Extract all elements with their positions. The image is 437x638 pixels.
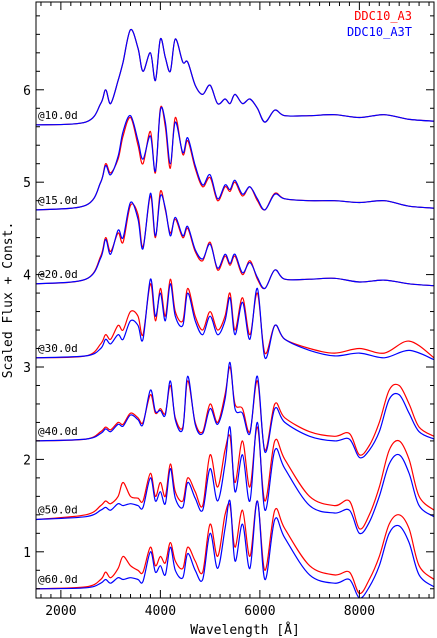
x-axis-title: Wavelength [Å] xyxy=(190,622,300,638)
legend: DDC10_A3 DDC10_A3T xyxy=(347,9,412,39)
spectrum-red-@10.0d xyxy=(36,28,434,126)
epoch-label: @20.0d xyxy=(38,268,78,281)
spectrum-red-@30.0d xyxy=(36,278,434,359)
y-tick-label: 1 xyxy=(23,546,31,561)
spectrum-blue-@60.0d xyxy=(36,499,434,598)
epoch-label: @60.0d xyxy=(38,573,78,586)
y-tick-label: 6 xyxy=(23,84,31,99)
legend-entry: DDC10_A3 xyxy=(354,9,412,23)
y-tick-label: 4 xyxy=(23,269,31,284)
epoch-label: @40.0d xyxy=(38,425,78,438)
plot-frame xyxy=(35,1,435,599)
spectra-curves xyxy=(36,28,434,598)
y-tick-label: 2 xyxy=(23,453,31,468)
x-tick-label: 4000 xyxy=(145,604,176,619)
y-tick-label: 3 xyxy=(23,361,31,376)
spectrum-blue-@50.0d xyxy=(36,421,434,535)
spectrum-blue-@15.0d xyxy=(36,106,434,211)
epoch-label: @30.0d xyxy=(38,342,78,355)
epoch-labels: @10.0d @15.0d @20.0d @30.0d @40.0d @50.0d @60.… xyxy=(38,109,78,586)
x-tick-label: 2000 xyxy=(45,604,76,619)
y-axis-title: Scaled Flux + Const. xyxy=(1,222,16,379)
spectrum-red-@40.0d xyxy=(36,366,434,456)
epoch-label: @50.0d xyxy=(38,503,78,516)
spectrum-blue-@20.0d xyxy=(36,192,434,290)
spectrum-blue-@40.0d xyxy=(36,361,434,459)
x-tick-label: 6000 xyxy=(244,604,275,619)
x-tick-label: 8000 xyxy=(344,604,375,619)
epoch-label: @15.0d xyxy=(38,194,78,207)
y-tick-label: 5 xyxy=(23,176,31,191)
legend-entry: DDC10_A3T xyxy=(347,25,412,39)
spectrum-red-@50.0d xyxy=(36,426,434,530)
spectrum-blue-@30.0d xyxy=(36,278,434,361)
spectrum-red-@60.0d xyxy=(36,500,434,595)
spectrum-blue-@10.0d xyxy=(36,28,434,126)
epoch-label: @10.0d xyxy=(38,109,78,122)
spectrum-red-@20.0d xyxy=(36,189,434,290)
